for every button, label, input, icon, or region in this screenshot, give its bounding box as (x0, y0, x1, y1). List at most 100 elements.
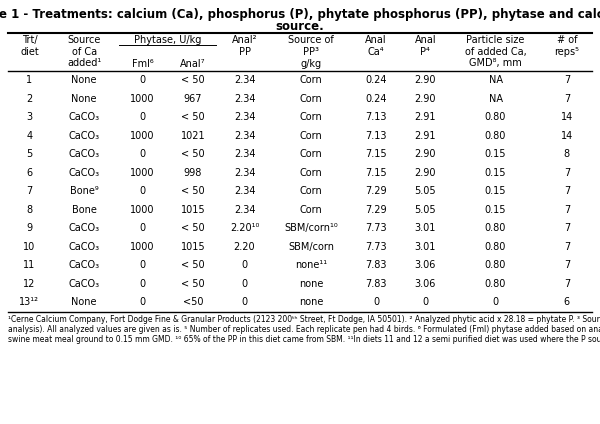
Text: CaCO₃: CaCO₃ (68, 112, 100, 122)
Text: None: None (71, 75, 97, 85)
Text: 8: 8 (26, 205, 32, 215)
Text: 7.73: 7.73 (365, 242, 387, 252)
Text: 7.13: 7.13 (365, 112, 387, 122)
Text: Corn: Corn (300, 186, 322, 196)
Text: 0: 0 (241, 260, 248, 270)
Text: 0: 0 (139, 186, 146, 196)
Text: 1000: 1000 (130, 168, 155, 178)
Text: 2: 2 (26, 94, 32, 104)
Text: 7.83: 7.83 (365, 260, 387, 270)
Text: < 50: < 50 (181, 186, 205, 196)
Text: None: None (71, 297, 97, 307)
Text: 3.01: 3.01 (415, 242, 436, 252)
Text: Bone⁹: Bone⁹ (70, 186, 98, 196)
Text: none¹¹: none¹¹ (295, 260, 327, 270)
Text: source.: source. (275, 20, 325, 33)
Text: 967: 967 (184, 94, 202, 104)
Text: 2.90: 2.90 (415, 75, 436, 85)
Text: CaCO₃: CaCO₃ (68, 242, 100, 252)
Text: ¹Cerne Calcium Company, Fort Dodge Fine & Granular Products (2123 200ᵗʰ Street, : ¹Cerne Calcium Company, Fort Dodge Fine … (8, 315, 600, 324)
Text: Anal
P⁴: Anal P⁴ (415, 35, 436, 56)
Text: Source of
PP³: Source of PP³ (288, 35, 334, 56)
Text: 9: 9 (26, 223, 32, 233)
Text: 6: 6 (26, 168, 32, 178)
Text: 2.90: 2.90 (415, 149, 436, 159)
Text: 10: 10 (23, 242, 35, 252)
Text: < 50: < 50 (181, 260, 205, 270)
Text: 0.15: 0.15 (485, 149, 506, 159)
Text: 0.15: 0.15 (485, 205, 506, 215)
Text: 7.13: 7.13 (365, 131, 387, 141)
Text: Anal²
PP: Anal² PP (232, 35, 257, 56)
Text: Corn: Corn (300, 94, 322, 104)
Text: Anal
Ca⁴: Anal Ca⁴ (365, 35, 387, 56)
Text: none: none (299, 279, 323, 289)
Text: Corn: Corn (300, 168, 322, 178)
Text: 0: 0 (139, 223, 146, 233)
Text: 2.90: 2.90 (415, 94, 436, 104)
Text: 14: 14 (561, 112, 573, 122)
Text: 3.06: 3.06 (415, 279, 436, 289)
Text: Fml⁶: Fml⁶ (131, 59, 154, 69)
Text: Corn: Corn (300, 205, 322, 215)
Text: 0.80: 0.80 (485, 131, 506, 141)
Text: < 50: < 50 (181, 75, 205, 85)
Text: 7: 7 (564, 279, 570, 289)
Text: 0: 0 (139, 260, 146, 270)
Text: 0: 0 (139, 279, 146, 289)
Text: 7.29: 7.29 (365, 205, 387, 215)
Text: 12: 12 (23, 279, 35, 289)
Text: 11: 11 (23, 260, 35, 270)
Text: 0.80: 0.80 (485, 112, 506, 122)
Text: CaCO₃: CaCO₃ (68, 279, 100, 289)
Text: CaCO₃: CaCO₃ (68, 149, 100, 159)
Text: 7: 7 (564, 205, 570, 215)
Text: 0: 0 (139, 149, 146, 159)
Text: 7: 7 (564, 242, 570, 252)
Text: < 50: < 50 (181, 149, 205, 159)
Text: <50: <50 (182, 297, 203, 307)
Text: 0: 0 (373, 297, 379, 307)
Text: Phytase, U/kg: Phytase, U/kg (134, 35, 202, 45)
Text: 7.73: 7.73 (365, 223, 387, 233)
Text: 0.80: 0.80 (485, 223, 506, 233)
Text: # of
reps⁵: # of reps⁵ (554, 35, 580, 56)
Text: 7: 7 (26, 186, 32, 196)
Text: SBM/corn¹⁰: SBM/corn¹⁰ (284, 223, 338, 233)
Text: 2.34: 2.34 (234, 94, 256, 104)
Text: NA: NA (488, 94, 503, 104)
Text: 2.91: 2.91 (415, 112, 436, 122)
Text: 7.15: 7.15 (365, 149, 387, 159)
Text: 2.20¹⁰: 2.20¹⁰ (230, 223, 259, 233)
Text: 1000: 1000 (130, 242, 155, 252)
Text: 1000: 1000 (130, 131, 155, 141)
Text: 0.24: 0.24 (365, 75, 387, 85)
Text: Table 1 - Treatments: calcium (Ca), phosphorus (P), phytate phosphorus (PP), phy: Table 1 - Treatments: calcium (Ca), phos… (0, 8, 600, 21)
Text: 3: 3 (26, 112, 32, 122)
Text: 0: 0 (493, 297, 499, 307)
Text: 2.34: 2.34 (234, 186, 256, 196)
Text: 0.15: 0.15 (485, 186, 506, 196)
Text: CaCO₃: CaCO₃ (68, 168, 100, 178)
Text: 0: 0 (139, 297, 146, 307)
Text: 0: 0 (139, 75, 146, 85)
Text: analysis). All analyzed values are given as is. ⁵ Number of replicates used. Eac: analysis). All analyzed values are given… (8, 325, 600, 334)
Text: 5: 5 (26, 149, 32, 159)
Text: 4: 4 (26, 131, 32, 141)
Text: 0: 0 (241, 297, 248, 307)
Text: 0.15: 0.15 (485, 168, 506, 178)
Text: 998: 998 (184, 168, 202, 178)
Text: 2.34: 2.34 (234, 112, 256, 122)
Text: Trt/
diet: Trt/ diet (20, 35, 39, 56)
Text: 0.24: 0.24 (365, 94, 387, 104)
Text: 1: 1 (26, 75, 32, 85)
Text: g/kg: g/kg (301, 59, 322, 69)
Text: 7: 7 (564, 168, 570, 178)
Text: 2.34: 2.34 (234, 168, 256, 178)
Text: 14: 14 (561, 131, 573, 141)
Text: Corn: Corn (300, 112, 322, 122)
Text: 7.83: 7.83 (365, 279, 387, 289)
Text: < 50: < 50 (181, 223, 205, 233)
Text: 7: 7 (564, 260, 570, 270)
Text: 0.80: 0.80 (485, 242, 506, 252)
